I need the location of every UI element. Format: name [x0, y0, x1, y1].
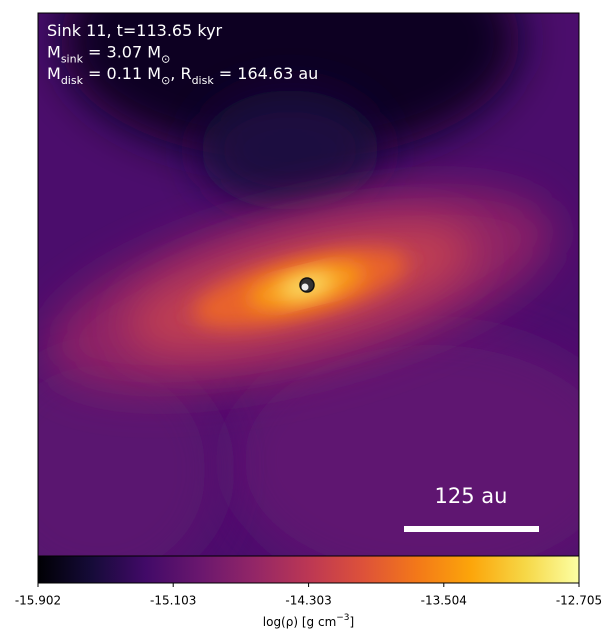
- text-segment: ,: [170, 64, 180, 83]
- text-segment: disk: [61, 74, 84, 87]
- annotation: Mdisk = 0.11 M⊙, Rdisk = 164.63 au: [47, 64, 318, 87]
- colorbar-tick-label: -15.103: [150, 594, 196, 608]
- text-segment: ⊙: [161, 74, 170, 87]
- text-segment: M: [147, 64, 161, 83]
- text-segment: ⊙: [161, 52, 170, 65]
- text-segment: Sink 11, t=113.65 kyr: [47, 21, 223, 40]
- colorbar-label: log(ρ) [g cm−3]: [263, 613, 354, 629]
- text-segment: sink: [61, 52, 84, 65]
- text-segment: ]: [350, 615, 355, 629]
- text-segment: M: [47, 42, 61, 61]
- colorbar: [37, 555, 580, 584]
- annotation: Msink = 3.07 M⊙: [47, 42, 170, 65]
- colorbar-tick-label: -15.902: [15, 594, 61, 608]
- colorbar-tick-label: -14.303: [285, 594, 331, 608]
- annotation: Sink 11, t=113.65 kyr: [47, 21, 223, 40]
- text-segment: −3: [336, 613, 349, 623]
- text-segment: M: [147, 42, 161, 61]
- density-map: [38, 13, 579, 556]
- scale-bar-label: 125 au: [435, 484, 508, 508]
- text-segment: log(ρ) [g cm: [263, 615, 337, 629]
- text-segment: M: [47, 64, 61, 83]
- colorbar-tick-label: -13.504: [421, 594, 467, 608]
- text-segment: disk: [192, 74, 215, 87]
- text-segment: = 3.07: [83, 42, 147, 61]
- text-segment: = 0.11: [83, 64, 147, 83]
- colorbar-tick-label: -12.705: [556, 594, 602, 608]
- text-segment: R: [180, 64, 191, 83]
- text-segment: = 164.63 au: [214, 64, 319, 83]
